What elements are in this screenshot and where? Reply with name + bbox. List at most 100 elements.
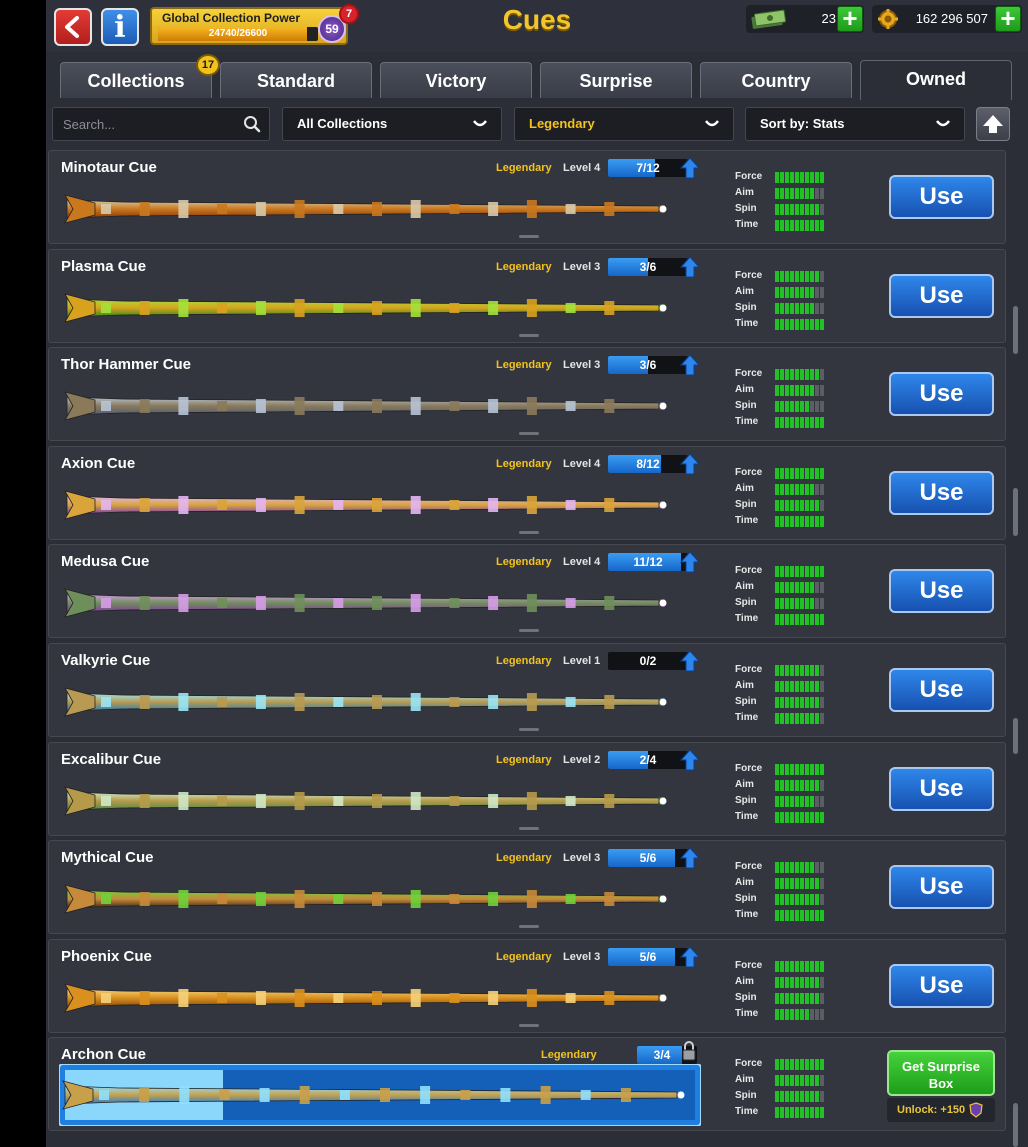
stat-segment: [805, 614, 809, 625]
stat-segment: [780, 1009, 784, 1020]
stat-label: Force: [735, 368, 763, 379]
upgrade-arrow-icon[interactable]: [680, 354, 700, 376]
stat-segment: [780, 1091, 784, 1102]
cue-row[interactable]: Phoenix Cue Legendary Level 3 5/6 Force Aim Sp…: [48, 939, 1006, 1033]
use-button[interactable]: Use: [889, 767, 994, 811]
stat-segment: [780, 172, 784, 183]
use-button[interactable]: Use: [889, 175, 994, 219]
use-button[interactable]: Use: [889, 274, 994, 318]
stat-segment: [815, 172, 819, 183]
stat-segment: [805, 385, 809, 396]
cue-row[interactable]: Medusa Cue Legendary Level 4 11/12 Force Aim S…: [48, 544, 1006, 638]
upgrade-arrow-icon[interactable]: [680, 256, 700, 278]
stat-segment: [790, 385, 794, 396]
upgrade-arrow-icon[interactable]: [680, 551, 700, 573]
stat-segment: [780, 961, 784, 972]
row-divider-handle: [519, 629, 539, 632]
scrollbar-thumb[interactable]: [1013, 306, 1018, 354]
stat-label: Spin: [735, 795, 757, 806]
sort-dropdown[interactable]: Sort by: Stats: [745, 107, 965, 141]
add-coins-button[interactable]: +: [995, 5, 1021, 32]
stat-segment: [815, 303, 819, 314]
back-button[interactable]: [54, 8, 92, 46]
use-button[interactable]: Use: [889, 471, 994, 515]
stat-segment: [785, 780, 789, 791]
stat-segment: [775, 566, 779, 577]
stat-row: Spin: [735, 891, 855, 907]
info-button[interactable]: i: [101, 8, 139, 46]
cue-row[interactable]: Plasma Cue Legendary Level 3 3/6 Force Aim Spi…: [48, 249, 1006, 343]
stat-segment: [795, 500, 799, 511]
scrollbar-thumb[interactable]: [1013, 488, 1018, 536]
stat-bar-time: [775, 220, 835, 231]
stat-segment: [775, 961, 779, 972]
stat-label: Time: [735, 515, 759, 526]
add-cash-button[interactable]: +: [837, 5, 863, 32]
cue-row[interactable]: Thor Hammer Cue Legendary Level 3 3/6 Force A…: [48, 347, 1006, 441]
stat-segment: [785, 319, 789, 330]
stat-segment: [795, 369, 799, 380]
cue-row[interactable]: Axion Cue Legendary Level 4 8/12 Force Aim Spi…: [48, 446, 1006, 540]
stat-row: Spin: [735, 1088, 855, 1104]
list-scrollbar[interactable]: [1012, 148, 1020, 1147]
upgrade-arrow-icon[interactable]: [680, 847, 700, 869]
use-button[interactable]: Use: [889, 372, 994, 416]
stat-segment: [810, 319, 814, 330]
stat-segment: [780, 1107, 784, 1118]
stat-segment: [810, 614, 814, 625]
stat-segment: [800, 500, 804, 511]
scroll-to-top-button[interactable]: [976, 107, 1010, 141]
search-input[interactable]: [63, 113, 233, 135]
upgrade-arrow-icon[interactable]: [680, 650, 700, 672]
cue-progress-bar: 3/6: [608, 258, 688, 276]
upgrade-arrow-icon[interactable]: [680, 157, 700, 179]
tab-country[interactable]: Country: [700, 62, 852, 98]
collection-dropdown[interactable]: All Collections: [282, 107, 502, 141]
cue-row[interactable]: Mythical Cue Legendary Level 3 5/6 Force Aim S…: [48, 840, 1006, 934]
tab-collections[interactable]: Collections: [60, 62, 212, 98]
stat-segment: [775, 993, 779, 1004]
search-icon[interactable]: [243, 115, 261, 133]
use-button[interactable]: Use: [889, 668, 994, 712]
stat-segment: [780, 977, 784, 988]
stat-segment: [820, 1009, 824, 1020]
upgrade-arrow-icon[interactable]: [680, 946, 700, 968]
upgrade-arrow-icon[interactable]: [680, 749, 700, 771]
use-button[interactable]: Use: [889, 964, 994, 1008]
stat-segment: [805, 484, 809, 495]
scrollbar-thumb[interactable]: [1013, 1103, 1018, 1147]
stat-segment: [815, 780, 819, 791]
global-collection-power[interactable]: Global Collection Power 24740/26600 59: [150, 7, 348, 45]
stat-label: Force: [735, 664, 763, 675]
cash-value: 23: [821, 11, 836, 26]
use-button[interactable]: Use: [889, 865, 994, 909]
tab-surprise[interactable]: Surprise: [540, 62, 692, 98]
cue-row[interactable]: Excalibur Cue Legendary Level 2 2/4 Force Aim…: [48, 742, 1006, 836]
stat-segment: [815, 188, 819, 199]
get-surprise-box-button[interactable]: Get Surprise Box: [887, 1050, 995, 1096]
stat-segment: [790, 598, 794, 609]
scrollbar-thumb[interactable]: [1013, 718, 1018, 754]
cue-row[interactable]: Minotaur Cue Legendary Level 4 7/12 Force Aim…: [48, 150, 1006, 244]
upgrade-arrow-icon[interactable]: [680, 453, 700, 475]
stat-segment: [820, 484, 824, 495]
stat-segment: [775, 417, 779, 428]
use-button[interactable]: Use: [889, 569, 994, 613]
tab-owned[interactable]: Owned: [860, 60, 1012, 100]
cue-row[interactable]: Archon Cue Legendary 3/4 Force Aim Spin Time Ge…: [48, 1037, 1006, 1131]
tab-standard[interactable]: Standard: [220, 62, 372, 98]
stat-segment: [785, 484, 789, 495]
stat-segment: [785, 764, 789, 775]
stat-segment: [805, 812, 809, 823]
stat-segment: [795, 1059, 799, 1070]
stat-segment: [790, 614, 794, 625]
stat-segment: [795, 681, 799, 692]
stat-segment: [780, 287, 784, 298]
cue-rarity: Legendary: [496, 852, 552, 864]
stat-segment: [805, 1107, 809, 1118]
cue-artwork: [64, 293, 667, 323]
tab-victory[interactable]: Victory: [380, 62, 532, 98]
rarity-dropdown[interactable]: Legendary: [514, 107, 734, 141]
stat-segment: [790, 1059, 794, 1070]
cue-row[interactable]: Valkyrie Cue Legendary Level 1 0/2 Force Aim S…: [48, 643, 1006, 737]
